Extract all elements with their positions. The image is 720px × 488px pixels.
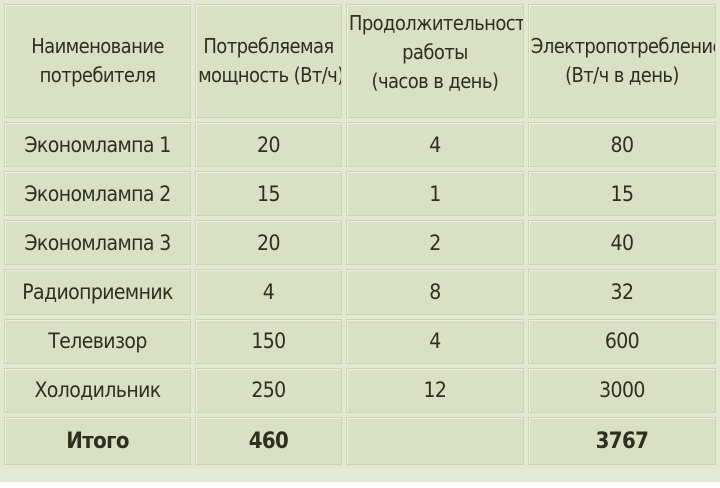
header-line: (часов в день)	[371, 69, 499, 93]
total-hours	[345, 417, 524, 465]
cell-hours: 4	[345, 318, 524, 364]
cell-hours: 2	[345, 220, 524, 266]
cell-consumer: Экономлампа 1	[4, 122, 192, 168]
cell-hours: 8	[345, 269, 524, 315]
cell-power: 20	[195, 122, 342, 168]
header-line: потребителя	[39, 63, 156, 87]
header-line: работы	[402, 40, 468, 64]
table-body: Экономлампа 1 20 4 80 Экономлампа 2 15 1…	[4, 122, 716, 413]
cell-consumption: 3000	[527, 367, 716, 413]
cell-consumption: 600	[527, 318, 716, 364]
cell-power: 4	[195, 269, 342, 315]
cell-consumer: Телевизор	[4, 318, 192, 364]
header-consumption: Электропотребление (Вт/ч в день)	[527, 4, 716, 118]
table-row: Экономлампа 3 20 2 40	[4, 220, 716, 266]
table-row: Экономлампа 2 15 1 15	[4, 171, 716, 217]
header-line: Потребляемая	[203, 34, 334, 58]
cell-consumer: Радиоприемник	[4, 269, 192, 315]
total-row: Итого 460 3767	[4, 417, 716, 465]
cell-hours: 4	[345, 122, 524, 168]
table-row: Телевизор 150 4 600	[4, 318, 716, 364]
header-line: Продолжительность	[348, 11, 524, 35]
table-row: Экономлампа 1 20 4 80	[4, 122, 716, 168]
energy-consumption-table: Наименование потребителя Потребляемая мо…	[4, 4, 716, 465]
cell-consumption: 40	[527, 220, 716, 266]
header-line: Наименование	[31, 34, 164, 58]
cell-consumption: 80	[527, 122, 716, 168]
table-row: Радиоприемник 4 8 32	[4, 269, 716, 315]
bottom-strip	[0, 471, 720, 482]
cell-consumption: 15	[527, 171, 716, 217]
cell-power: 150	[195, 318, 342, 364]
total-consumption: 3767	[527, 417, 716, 465]
header-power: Потребляемая мощность (Вт/ч)	[195, 4, 342, 118]
table-footer: Итого 460 3767	[4, 417, 716, 465]
total-label: Итого	[4, 417, 192, 465]
cell-consumer: Экономлампа 3	[4, 220, 192, 266]
header-line: Электропотребление	[530, 34, 716, 58]
header-consumer-name: Наименование потребителя	[4, 4, 192, 118]
header-line: (Вт/ч в день)	[565, 63, 679, 87]
cell-consumer: Экономлампа 2	[4, 171, 192, 217]
cell-consumer: Холодильник	[4, 367, 192, 413]
cell-hours: 1	[345, 171, 524, 217]
header-line: мощность (Вт/ч)	[198, 63, 342, 87]
cell-power: 20	[195, 220, 342, 266]
header-duration: Продолжительность работы (часов в день)	[345, 4, 524, 118]
header-row: Наименование потребителя Потребляемая мо…	[4, 4, 716, 118]
total-power: 460	[195, 417, 342, 465]
cell-hours: 12	[345, 367, 524, 413]
cell-power: 15	[195, 171, 342, 217]
cell-consumption: 32	[527, 269, 716, 315]
table-row: Холодильник 250 12 3000	[4, 367, 716, 413]
cell-power: 250	[195, 367, 342, 413]
table-header: Наименование потребителя Потребляемая мо…	[4, 4, 716, 118]
